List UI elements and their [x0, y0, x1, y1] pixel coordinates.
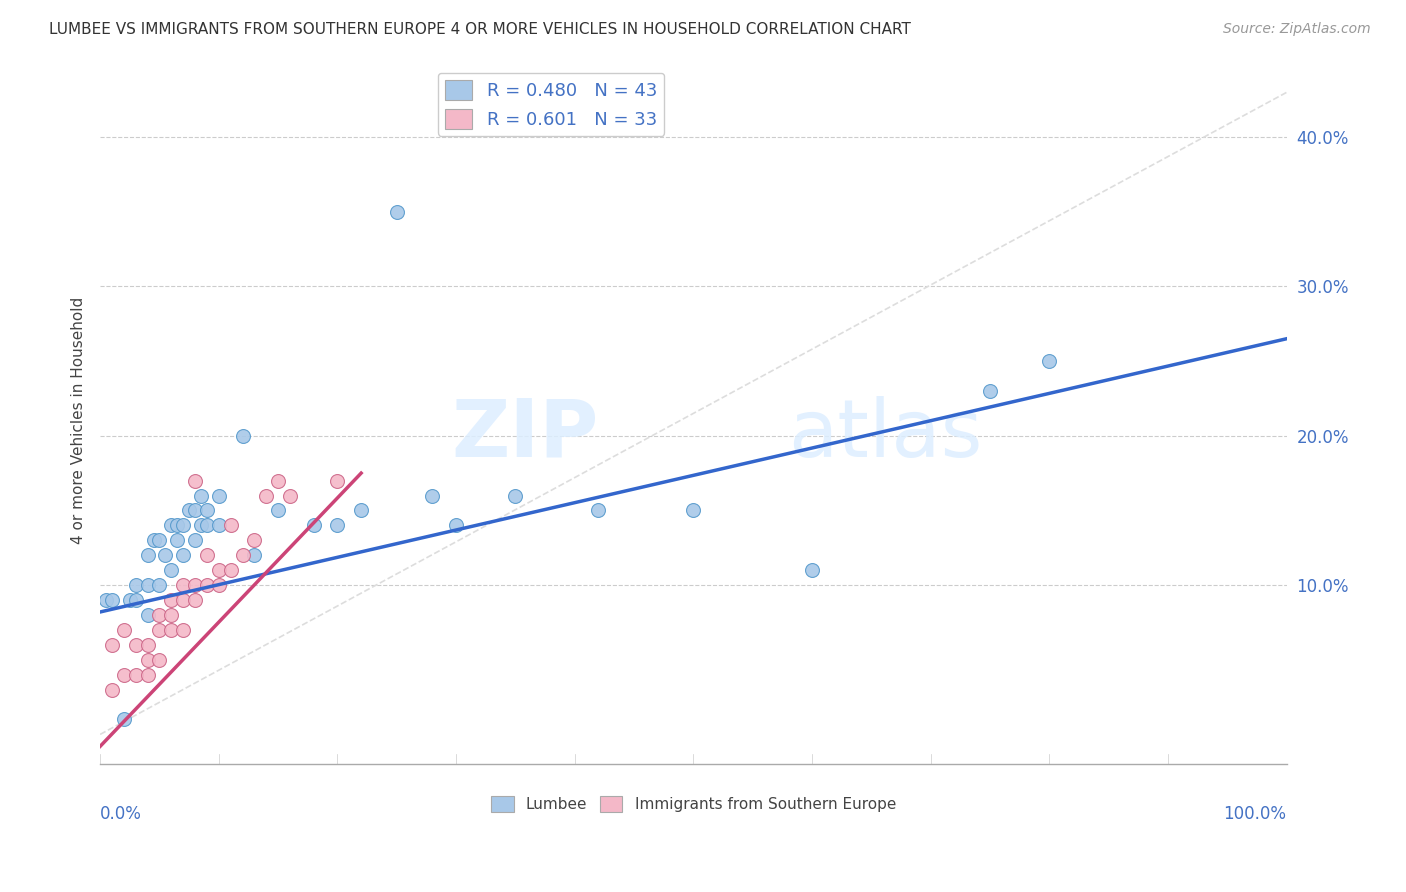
- Point: [267, 503, 290, 517]
- Point: [148, 623, 170, 637]
- Point: [326, 474, 349, 488]
- Point: [136, 578, 159, 592]
- Point: [160, 623, 183, 637]
- Point: [148, 533, 170, 548]
- Point: [243, 533, 266, 548]
- Point: [219, 563, 242, 577]
- Point: [184, 578, 207, 592]
- Point: [326, 518, 349, 533]
- Point: [125, 578, 148, 592]
- Point: [208, 518, 231, 533]
- Point: [155, 548, 177, 562]
- Point: [231, 548, 253, 562]
- Legend: Lumbee, Immigrants from Southern Europe: Lumbee, Immigrants from Southern Europe: [485, 790, 903, 819]
- Point: [160, 518, 183, 533]
- Point: [136, 607, 159, 622]
- Point: [219, 518, 242, 533]
- Point: [682, 503, 704, 517]
- Point: [166, 533, 188, 548]
- Point: [160, 593, 183, 607]
- Point: [243, 548, 266, 562]
- Point: [136, 667, 159, 681]
- Point: [208, 578, 231, 592]
- Point: [172, 518, 194, 533]
- Point: [118, 593, 141, 607]
- Point: [979, 384, 1001, 398]
- Point: [444, 518, 467, 533]
- Point: [1038, 354, 1060, 368]
- Point: [160, 563, 183, 577]
- Point: [801, 563, 824, 577]
- Text: atlas: atlas: [789, 395, 983, 474]
- Point: [385, 204, 408, 219]
- Point: [125, 593, 148, 607]
- Point: [254, 489, 277, 503]
- Point: [136, 548, 159, 562]
- Point: [101, 638, 124, 652]
- Point: [195, 548, 218, 562]
- Point: [172, 548, 194, 562]
- Text: ZIP: ZIP: [451, 395, 599, 474]
- Point: [101, 682, 124, 697]
- Point: [195, 518, 218, 533]
- Point: [267, 474, 290, 488]
- Point: [505, 489, 527, 503]
- Point: [179, 503, 201, 517]
- Point: [112, 667, 135, 681]
- Point: [278, 489, 301, 503]
- Y-axis label: 4 or more Vehicles in Household: 4 or more Vehicles in Household: [72, 297, 86, 544]
- Point: [125, 667, 148, 681]
- Point: [101, 593, 124, 607]
- Point: [136, 638, 159, 652]
- Point: [208, 563, 231, 577]
- Point: [148, 578, 170, 592]
- Point: [112, 623, 135, 637]
- Point: [184, 474, 207, 488]
- Point: [160, 607, 183, 622]
- Point: [208, 489, 231, 503]
- Text: 0.0%: 0.0%: [100, 805, 142, 823]
- Point: [112, 713, 135, 727]
- Point: [166, 518, 188, 533]
- Point: [148, 653, 170, 667]
- Point: [184, 593, 207, 607]
- Point: [125, 638, 148, 652]
- Point: [184, 533, 207, 548]
- Point: [142, 533, 165, 548]
- Point: [195, 503, 218, 517]
- Point: [588, 503, 610, 517]
- Point: [172, 578, 194, 592]
- Point: [172, 593, 194, 607]
- Point: [148, 607, 170, 622]
- Point: [350, 503, 373, 517]
- Point: [190, 489, 212, 503]
- Text: Source: ZipAtlas.com: Source: ZipAtlas.com: [1223, 22, 1371, 37]
- Point: [195, 578, 218, 592]
- Point: [190, 518, 212, 533]
- Point: [184, 503, 207, 517]
- Point: [231, 429, 253, 443]
- Text: 100.0%: 100.0%: [1223, 805, 1286, 823]
- Point: [420, 489, 443, 503]
- Text: LUMBEE VS IMMIGRANTS FROM SOUTHERN EUROPE 4 OR MORE VEHICLES IN HOUSEHOLD CORREL: LUMBEE VS IMMIGRANTS FROM SOUTHERN EUROP…: [49, 22, 911, 37]
- Point: [172, 623, 194, 637]
- Point: [302, 518, 325, 533]
- Point: [136, 653, 159, 667]
- Point: [94, 593, 117, 607]
